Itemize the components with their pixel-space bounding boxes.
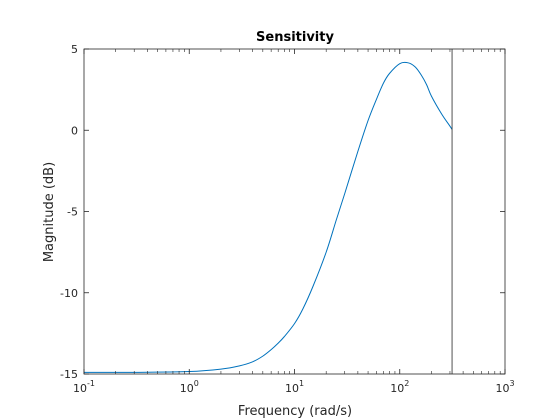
x-tick-label: 103: [495, 379, 514, 395]
x-tick-label: 100: [180, 379, 199, 395]
x-tick-label: 101: [285, 379, 304, 395]
y-tick-label: -10: [60, 287, 78, 300]
series-layer: [83, 61, 453, 373]
x-axis-label: Frequency (rad/s): [238, 404, 352, 419]
y-tick-label: 0: [71, 124, 78, 137]
chart-title: Sensitivity: [256, 30, 334, 45]
y-axis-label: Magnitude (dB): [42, 162, 57, 262]
y-axis: 5 0 -5 -10 -15: [60, 43, 505, 381]
sensitivity-line: [83, 61, 453, 373]
y-tick-label: -15: [60, 368, 78, 381]
x-axis: 10-1 100 101 102 103: [73, 49, 515, 395]
plot-area: [84, 49, 505, 374]
x-tick-label: 102: [390, 379, 409, 395]
y-tick-label: 5: [71, 43, 78, 56]
x-tick-label: 10-1: [73, 379, 95, 395]
y-tick-label: -5: [67, 206, 78, 219]
